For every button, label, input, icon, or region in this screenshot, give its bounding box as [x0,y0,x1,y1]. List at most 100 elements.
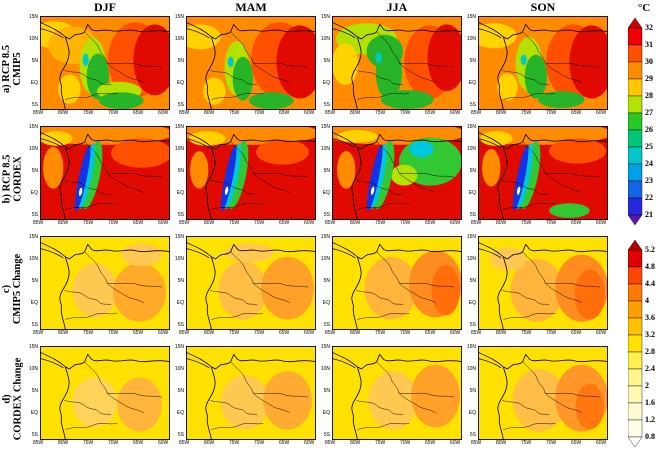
lat-tick-label: EQ [30,300,38,306]
lon-tick-label: 70W [108,220,119,226]
lon-tick-label: 60W [304,110,315,116]
map-canvas-c-MAM [186,236,316,330]
map-panel-c-SON: 15N 10N 5N EQ 5S 85W 80W 75W 70W 65W 60W [462,234,608,344]
map-panel-d-MAM: 15N 10N 5N EQ 5S 85W 80W 75W 70W 65W 60W [170,344,316,454]
lon-tick-label: 60W [158,220,169,226]
lon-tick-label: 75W [229,440,240,446]
lat-tick-label: EQ [322,80,330,86]
colorbar-tick-label: 1.6 [645,398,655,407]
colorbar-tick-label: 3.6 [645,313,655,322]
row-label-line: CMIP5 Change [12,253,24,325]
colorbar-tick-label: 27 [645,108,653,117]
lat-tick-label: 10N [320,146,330,152]
lat-tick-label: 10N [174,36,184,42]
lat-tick-label: 5S [469,212,476,218]
lon-tick-label: 80W [496,440,507,446]
lat-tick-label: EQ [30,410,38,416]
lat-tick-label: 5S [469,432,476,438]
lat-tick-label: 5N [31,388,38,394]
lat-tick-label: 5N [177,278,184,284]
lon-tick-label: 85W [179,330,190,336]
map-canvas-d-SON [478,346,608,440]
lat-tick-label: 5S [469,322,476,328]
lon-tick-label: 70W [254,110,265,116]
lon-tick-label: 60W [596,330,607,336]
map-canvas-c-SON [478,236,608,330]
colorbar-tick-label: 2 [645,381,649,390]
lat-tick-label: 5S [177,212,184,218]
lon-tick-label: 70W [254,220,265,226]
lat-tick-label: EQ [176,190,184,196]
colorbar-tick-label: 21 [645,210,653,219]
lon-tick-label: 65W [133,440,144,446]
colorbar-unit-label: °C [637,2,651,14]
lat-tick-label: 5N [177,168,184,174]
lat-tick-label: EQ [468,300,476,306]
lon-tick-label: 60W [596,220,607,226]
colorbar-tick-label: 5.2 [645,245,655,254]
colorbar-arrow-bottom [627,214,643,226]
lon-tick-label: 65W [133,330,144,336]
lat-tick-label: 5S [31,212,38,218]
map-canvas-d-JJA [332,346,462,440]
colorbar-tick-label: 30 [645,57,653,66]
lat-tick-label: 10N [28,256,38,262]
lat-tick-label: EQ [176,80,184,86]
lon-tick-label: 80W [350,330,361,336]
row-label-a-text: a) RCP 8.5 CMIP5 [1,45,23,93]
lon-tick-label: 85W [471,440,482,446]
map-canvas-a-SON [478,16,608,110]
colorbar-tick-label: 25 [645,142,653,151]
lon-tick-label: 75W [375,110,386,116]
lon-tick-label: 80W [58,220,69,226]
lon-tick-label: 70W [254,440,265,446]
lon-tick-label: 70W [546,330,557,336]
lon-tick-label: 65W [133,220,144,226]
colorbar-tick-label: 4.4 [645,279,655,288]
lon-tick-label: 85W [179,110,190,116]
lon-tick-label: 60W [158,440,169,446]
lon-tick-label: 60W [450,110,461,116]
lat-tick-label: 5N [469,58,476,64]
lat-tick-label: 5N [323,278,330,284]
lat-tick-label: 5N [323,388,330,394]
lon-tick-label: 80W [350,110,361,116]
lat-tick-label: EQ [30,190,38,196]
lon-tick-label: 60W [304,440,315,446]
map-panel-a-SON: 15N 10N 5N EQ 5S 85W 80W 75W 70W 65W 60W [462,14,608,124]
lon-tick-label: 70W [400,220,411,226]
map-panel-b-DJF: 15N 10N 5N EQ 5S 85W 80W 75W 70W 65W 60W [24,124,170,234]
lon-tick-label: 70W [400,330,411,336]
lat-tick-label: 5N [177,388,184,394]
lat-tick-label: 5N [469,388,476,394]
map-panel-b-SON: 15N 10N 5N EQ 5S 85W 80W 75W 70W 65W 60W [462,124,608,234]
row-label-c: c) CMIP5 Change [0,234,24,344]
map-canvas-b-JJA [332,126,462,220]
map-panel-c-JJA: 15N 10N 5N EQ 5S 85W 80W 75W 70W 65W 60W [316,234,462,344]
lon-tick-label: 75W [521,220,532,226]
lon-tick-label: 80W [204,330,215,336]
lon-tick-label: 85W [471,110,482,116]
lon-tick-label: 75W [229,110,240,116]
lon-tick-label: 65W [279,110,290,116]
colorbar-arrow-top [627,17,643,29]
lat-tick-label: EQ [322,410,330,416]
lon-tick-label: 80W [350,440,361,446]
lon-tick-label: 60W [596,110,607,116]
lat-tick-label: 15N [466,234,476,240]
lat-tick-label: 5S [31,432,38,438]
lon-tick-label: 70W [108,330,119,336]
lon-tick-label: 65W [279,440,290,446]
lat-tick-label: 10N [28,36,38,42]
map-panel-d-JJA: 15N 10N 5N EQ 5S 85W 80W 75W 70W 65W 60W [316,344,462,454]
lon-tick-label: 75W [83,440,94,446]
map-panel-b-MAM: 15N 10N 5N EQ 5S 85W 80W 75W 70W 65W 60W [170,124,316,234]
row-label-line: CORDEX Change [12,357,23,441]
lon-tick-label: 85W [325,220,336,226]
lat-tick-label: 10N [174,366,184,372]
lon-tick-label: 85W [33,440,44,446]
lat-tick-label: 10N [466,36,476,42]
lon-tick-label: 80W [58,110,69,116]
lon-tick-label: 75W [229,330,240,336]
